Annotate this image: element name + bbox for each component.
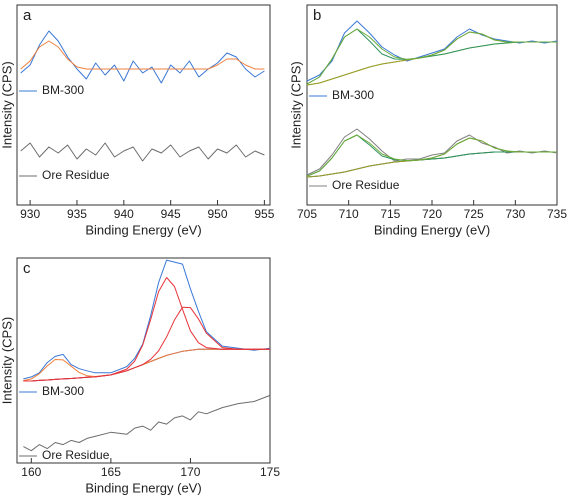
x-tick-label: 940	[114, 207, 134, 221]
data-line	[306, 31, 557, 86]
x-tick-label: 160	[21, 465, 41, 479]
x-tick-label: 735	[547, 207, 567, 221]
x-tick-label: 170	[180, 465, 200, 479]
x-tick-label: 705	[297, 207, 317, 221]
panel-label: c	[23, 260, 31, 277]
legend-label: BM-300	[332, 88, 374, 102]
x-tick-label: 950	[208, 207, 228, 221]
x-tick-label: 165	[101, 465, 121, 479]
data-line	[20, 30, 265, 84]
legend-label: Ore Residue	[42, 448, 110, 462]
data-line	[306, 134, 557, 177]
data-line	[20, 142, 265, 162]
x-tick-label: 945	[161, 207, 181, 221]
data-line	[306, 20, 558, 82]
x-tick-label: 720	[422, 207, 442, 221]
x-tick-label: 935	[67, 207, 87, 221]
data-line	[23, 306, 270, 382]
y-axis-title: Intensity (CPS)	[0, 317, 14, 404]
data-line	[306, 151, 557, 178]
legend-label: Ore Residue	[332, 178, 400, 192]
plot-frame	[306, 4, 558, 206]
x-tick-label: 955	[254, 207, 274, 221]
y-axis-title: Intensity (CPS)	[288, 61, 303, 148]
data-line	[23, 259, 271, 380]
panel-label: b	[313, 7, 321, 24]
data-line	[23, 348, 270, 382]
x-tick-label: 175	[260, 465, 280, 479]
panel-label: a	[23, 7, 32, 24]
x-tick-label: 715	[380, 207, 400, 221]
data-line	[23, 394, 271, 452]
x-axis-title: Binding Energy (eV)	[374, 222, 490, 237]
data-line	[306, 28, 557, 85]
plot-frame	[16, 4, 271, 206]
data-line	[23, 348, 270, 382]
plot-frame	[16, 257, 271, 464]
x-axis-title: Binding Energy (eV)	[85, 222, 201, 237]
x-tick-label: 930	[20, 207, 40, 221]
legend-label: BM-300	[42, 384, 84, 398]
legend-label: Ore Residue	[42, 168, 110, 182]
y-axis-title: Intensity (CPS)	[0, 61, 14, 148]
legend-label: BM-300	[42, 83, 84, 97]
data-line	[20, 40, 265, 70]
x-tick-label: 730	[505, 207, 525, 221]
x-tick-label: 710	[339, 207, 359, 221]
x-tick-label: 725	[464, 207, 484, 221]
x-axis-title: Binding Energy (eV)	[85, 480, 201, 495]
data-line	[306, 41, 557, 86]
